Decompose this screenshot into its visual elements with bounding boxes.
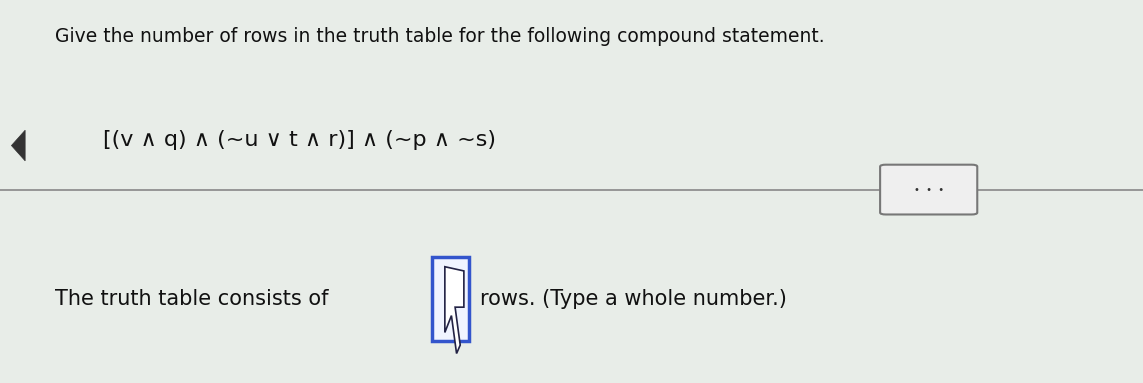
Text: rows. (Type a whole number.): rows. (Type a whole number.) [480,289,786,309]
Polygon shape [445,267,464,354]
FancyBboxPatch shape [432,257,469,341]
Text: •  •  •: • • • [913,185,944,195]
Text: The truth table consists of: The truth table consists of [55,289,335,309]
Text: [(v ∧ q) ∧ (~u ∨ t ∧ r)] ∧ (~p ∧ ~s): [(v ∧ q) ∧ (~u ∨ t ∧ r)] ∧ (~p ∧ ~s) [103,130,496,150]
Text: Give the number of rows in the truth table for the following compound statement.: Give the number of rows in the truth tab… [55,27,824,46]
Polygon shape [11,130,25,161]
FancyBboxPatch shape [880,165,977,214]
